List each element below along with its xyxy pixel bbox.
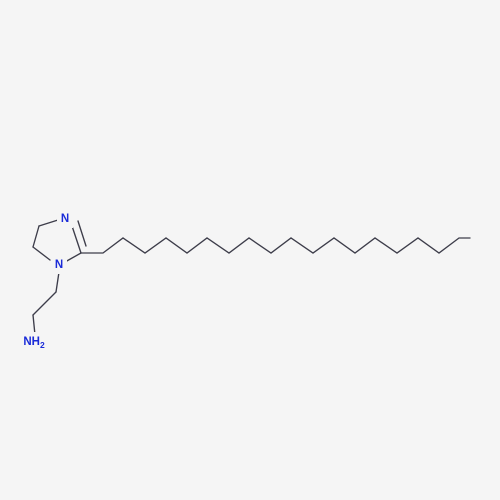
bond-c4-c5 <box>32 225 40 248</box>
bond-ch2-ch2 <box>32 291 57 316</box>
bond-c2-n3-double <box>77 220 87 247</box>
bond-n3-c4 <box>38 219 59 227</box>
bond-ch2-nh2 <box>32 314 36 336</box>
bond-n1-c2 <box>64 252 82 263</box>
aminoethyl-chain <box>32 271 60 336</box>
ring-nitrogen-top-label: N <box>61 213 69 225</box>
atom-labels: N N NH2 <box>20 210 73 350</box>
bond-c2-n3 <box>71 225 82 254</box>
imidazoline-ring <box>32 219 87 263</box>
bond-n1-ch2 <box>55 271 60 293</box>
heptadecyl-chain <box>80 237 471 254</box>
ring-nitrogen-substituted-label: N <box>55 259 63 271</box>
bond-c5-n1 <box>32 246 51 261</box>
amine-nitrogen-label: NH2 <box>23 336 45 350</box>
